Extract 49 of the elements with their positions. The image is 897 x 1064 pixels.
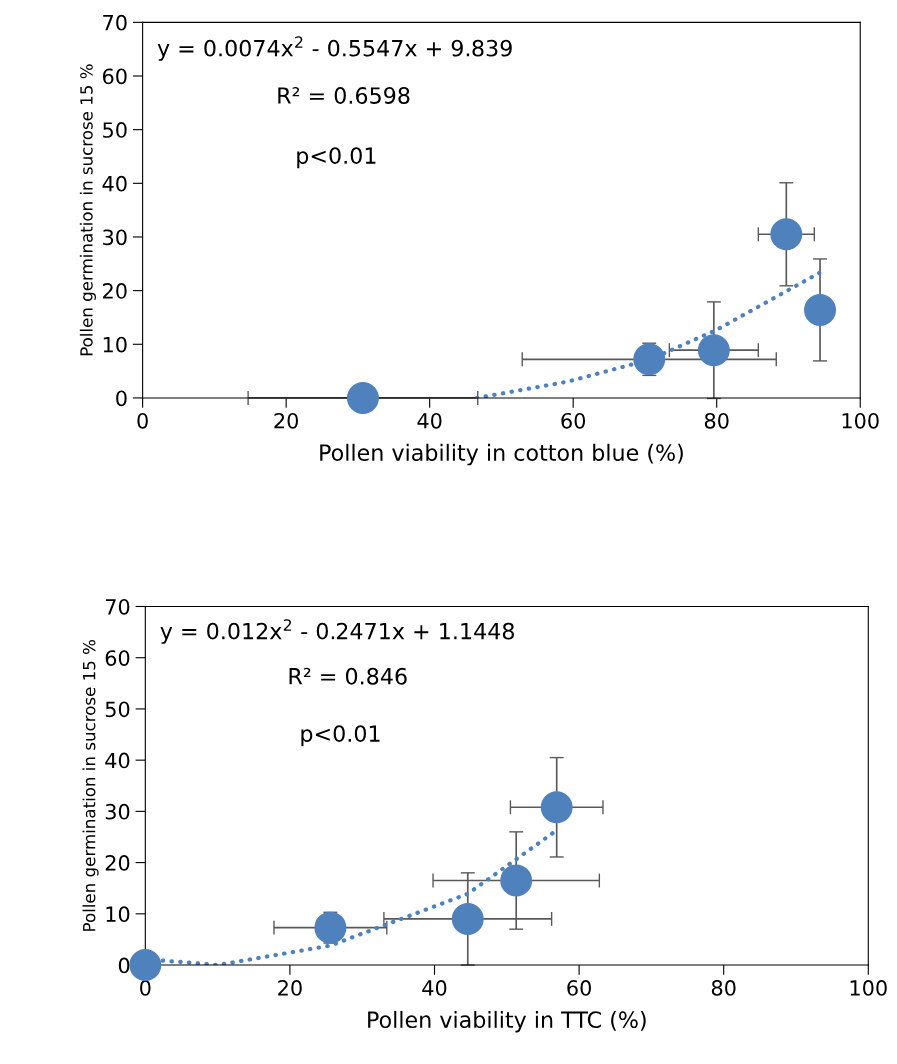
annotation: R² = 0.846 <box>289 667 407 685</box>
y-tick-label: 40 <box>105 752 130 769</box>
annotation: p<0.01 <box>297 147 376 169</box>
y-tick-label: 40 <box>102 175 127 192</box>
y-tick-label: 30 <box>103 229 127 246</box>
x-tick-label: 100 <box>842 412 879 429</box>
y-tick-label: 30 <box>105 803 130 820</box>
x-tick-label: 20 <box>274 412 299 429</box>
annotation: p<0.01 <box>301 725 380 747</box>
point <box>804 293 837 326</box>
y-tick-label: 70 <box>103 14 127 31</box>
point <box>314 911 347 944</box>
x-tick-label: 100 <box>850 980 887 996</box>
point <box>697 334 730 367</box>
y-tick-label: 60 <box>105 650 130 666</box>
x-tick-label: 60 <box>567 980 591 996</box>
x-axis-title: Pollen viability in TTC (%) <box>368 1010 646 1033</box>
x-tick-label: 40 <box>422 980 447 996</box>
x-tick-label: 60 <box>561 412 586 429</box>
point <box>129 949 162 982</box>
y-tick-label: 0 <box>116 390 127 407</box>
y-tick-label: 70 <box>105 598 130 615</box>
point <box>540 791 573 824</box>
y-tick-label: 50 <box>103 122 127 138</box>
y-tick-label: 10 <box>106 906 130 923</box>
y-axis-title: Pollen germination in sucrose 15 % <box>82 639 99 931</box>
x-axis-title: Pollen viability in cotton blue (%) <box>320 443 683 466</box>
x-tick-label: 0 <box>137 412 148 429</box>
y-axis-title: Pollen germination in sucrose 15 % <box>79 64 96 356</box>
point <box>633 343 666 376</box>
x-tick-label: 80 <box>711 980 736 996</box>
x-tick-label: 40 <box>417 412 442 429</box>
x-tick-label: 20 <box>278 980 302 996</box>
x-tick-label: 80 <box>704 412 729 429</box>
y-tick-label: 50 <box>105 701 130 718</box>
annotation: R² = 0.6598 <box>278 87 410 104</box>
point <box>500 864 533 897</box>
y-tick-label: 20 <box>103 283 127 299</box>
y-tick-label: 60 <box>102 68 127 85</box>
point <box>346 381 379 414</box>
annotation: y = 0.0074x$^{2}$ - 0.5547x + 9.839 <box>157 36 512 61</box>
point <box>770 218 803 251</box>
point <box>451 902 484 935</box>
y-tick-label: 10 <box>103 336 127 353</box>
x-tick-label: 0 <box>140 980 151 996</box>
y-tick-label: 0 <box>118 957 130 974</box>
annotation: y = 0.012x$^{2}$ - 0.2471x + 1.1448 <box>160 619 514 644</box>
line-series <box>474 270 822 398</box>
y-tick-label: 20 <box>105 855 130 871</box>
